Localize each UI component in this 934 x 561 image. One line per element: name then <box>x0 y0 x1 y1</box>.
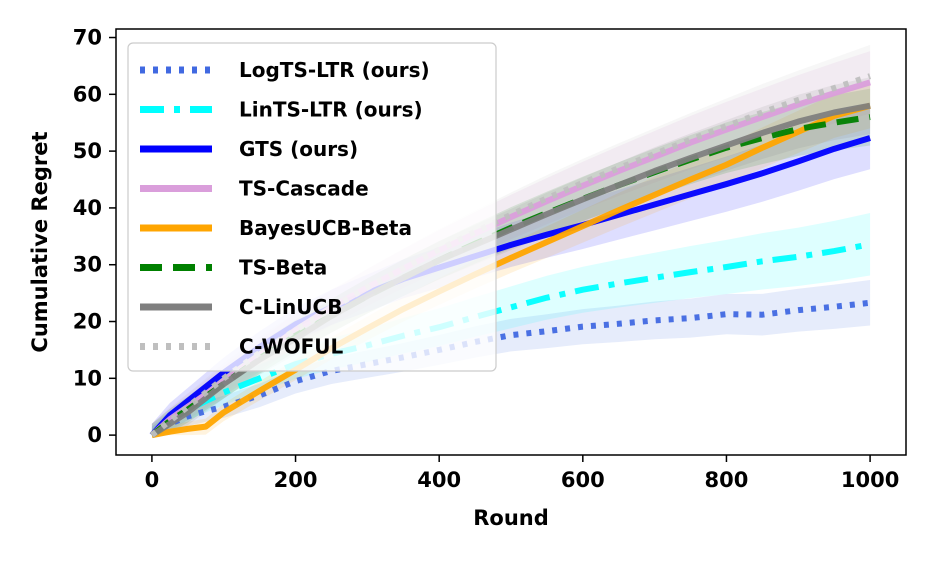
series-line-lints-ltr-ours <box>150 241 871 438</box>
legend-label-lints-ltr-ours: LinTS-LTR (ours) <box>239 98 423 122</box>
y-axis-label: Cumulative Regret <box>28 131 52 352</box>
legend-label-bayesucb-beta: BayesUCB-Beta <box>239 216 412 240</box>
band-lints-ltr-ours <box>151 213 871 436</box>
y-tick-label: 0 <box>87 423 102 447</box>
legend-label-ts-beta: TS-Beta <box>239 256 327 280</box>
x-axis-ticks: 0 200 400 600 800 1000 <box>145 455 899 492</box>
x-tick-label: 200 <box>274 468 318 492</box>
legend-label-c-woful: C-WOFUL <box>239 335 344 359</box>
plot-frame <box>115 28 907 456</box>
legend: LogTS-LTR (ours) LinTS-LTR (ours) GTS (our… <box>127 42 497 372</box>
y-tick-label: 10 <box>73 366 102 390</box>
y-tick-label: 70 <box>73 26 102 50</box>
band-gts-ours <box>151 106 871 436</box>
band-ts-cascade <box>151 51 871 436</box>
y-tick-label: 60 <box>73 82 102 106</box>
band-logts-ltr-ours <box>151 280 871 436</box>
y-tick-label: 30 <box>73 253 102 277</box>
x-axis-label: Round <box>473 506 549 530</box>
legend-box <box>127 42 497 372</box>
x-tick-label: 600 <box>561 468 605 492</box>
band-c-linucb <box>151 77 871 436</box>
legend-label-logts-ltr-ours: LogTS-LTR (ours) <box>239 58 430 82</box>
x-tick-label: 800 <box>705 468 749 492</box>
legend-label-c-linucb: C-LinUCB <box>239 295 342 319</box>
y-tick-label: 50 <box>73 139 102 163</box>
x-tick-label: 1000 <box>841 468 899 492</box>
legend-label-ts-cascade: TS-Cascade <box>239 177 369 201</box>
x-tick-label: 0 <box>145 468 160 492</box>
legend-label-gts-ours: GTS (ours) <box>239 137 358 161</box>
y-tick-label: 40 <box>73 196 102 220</box>
y-axis-ticks: 0 10 20 30 40 50 60 70 <box>73 26 116 447</box>
y-tick-label: 20 <box>73 310 102 334</box>
band-ts-beta <box>151 88 871 436</box>
x-tick-label: 400 <box>417 468 461 492</box>
